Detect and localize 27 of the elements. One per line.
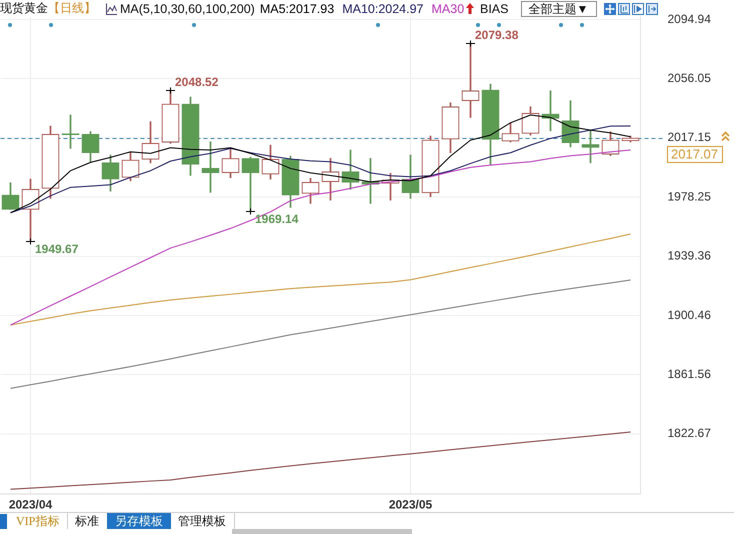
text: 1949.67 xyxy=(35,242,78,256)
y-tick-label: 1900.46 xyxy=(668,308,712,322)
text: 管理模板 xyxy=(178,514,226,529)
text: 标准 xyxy=(75,514,99,529)
chart-subtitle: 【日线】 xyxy=(48,0,96,17)
chart-title: 现货黄金 xyxy=(0,0,48,17)
text: 另存模板 xyxy=(115,514,163,529)
text: MA(5,10,30,60,100,200) xyxy=(120,2,255,16)
y-tick-label: 1822.67 xyxy=(668,426,712,440)
text: MA5:2017.93 xyxy=(260,2,334,16)
text: 2079.38 xyxy=(475,28,518,42)
text: 1969.14 xyxy=(255,212,298,226)
text: VIP指标 xyxy=(16,514,60,529)
text: 2048.52 xyxy=(175,74,218,89)
y-tick-label: 1978.25 xyxy=(668,189,712,204)
y-tick-label: 2056.05 xyxy=(668,71,712,86)
y-tick-label: 1939.36 xyxy=(668,248,712,263)
y-tick-label: 1861.56 xyxy=(668,367,712,382)
x-tick-label: 2023/04 xyxy=(8,498,53,512)
text: BIAS xyxy=(480,2,508,16)
ref-line-label: 2017.07 xyxy=(671,146,718,162)
text: 全部主题▼ xyxy=(520,0,598,16)
text: MA10:2024.97 xyxy=(342,2,424,16)
x-tick-label: 2023/05 xyxy=(388,498,433,512)
y-tick-label: 2094.94 xyxy=(668,12,712,26)
text: MA30 xyxy=(432,2,464,16)
y-tick-label: 2017.15 xyxy=(668,130,712,144)
